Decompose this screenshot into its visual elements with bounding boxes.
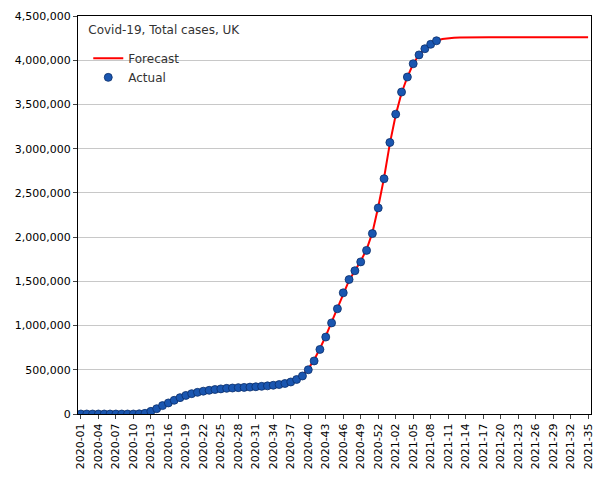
svg-text:4,500,000: 4,500,000 [15,10,71,23]
svg-text:2020-52: 2020-52 [372,423,385,469]
svg-text:2021-14: 2021-14 [459,423,472,469]
svg-text:3,000,000: 3,000,000 [15,143,71,156]
svg-text:2020-40: 2020-40 [302,423,315,469]
svg-text:2020-49: 2020-49 [354,423,367,469]
svg-text:2020-16: 2020-16 [162,423,175,469]
svg-text:2020-10: 2020-10 [127,423,140,469]
svg-text:2020-46: 2020-46 [337,423,350,469]
svg-text:Covid-19, Total cases, UK: Covid-19, Total cases, UK [88,23,240,37]
svg-text:2021-35: 2021-35 [582,423,595,469]
svg-text:2021-05: 2021-05 [407,423,420,469]
svg-text:2,500,000: 2,500,000 [15,187,71,200]
svg-text:Actual: Actual [128,71,166,85]
svg-text:2,000,000: 2,000,000 [15,231,71,244]
svg-text:2021-08: 2021-08 [424,423,437,469]
svg-text:2020-22: 2020-22 [197,423,210,469]
svg-text:2020-13: 2020-13 [144,423,157,469]
svg-text:2021-26: 2021-26 [529,423,542,469]
svg-text:Forecast: Forecast [128,52,179,66]
svg-text:1,500,000: 1,500,000 [15,275,71,288]
svg-text:2021-20: 2021-20 [494,423,507,469]
svg-text:2020-37: 2020-37 [284,423,297,469]
svg-text:2020-43: 2020-43 [319,423,332,469]
svg-text:2020-04: 2020-04 [92,423,105,469]
svg-text:2020-19: 2020-19 [179,423,192,469]
svg-text:2020-28: 2020-28 [232,423,245,469]
svg-text:2020-07: 2020-07 [109,423,122,469]
svg-text:3,500,000: 3,500,000 [15,98,71,111]
svg-text:0: 0 [64,408,71,421]
svg-text:2021-02: 2021-02 [389,423,402,469]
svg-text:4,000,000: 4,000,000 [15,54,71,67]
svg-text:2021-23: 2021-23 [512,423,525,469]
svg-text:2021-32: 2021-32 [564,423,577,469]
svg-text:2021-11: 2021-11 [442,423,455,469]
svg-text:2020-25: 2020-25 [214,423,227,469]
svg-text:2020-31: 2020-31 [249,423,262,469]
svg-text:2020-01: 2020-01 [74,423,87,469]
svg-text:2020-34: 2020-34 [267,423,280,469]
svg-text:500,000: 500,000 [25,364,71,377]
svg-text:1,000,000: 1,000,000 [15,319,71,332]
svg-text:2021-17: 2021-17 [477,423,490,469]
svg-text:2021-29: 2021-29 [547,423,560,469]
